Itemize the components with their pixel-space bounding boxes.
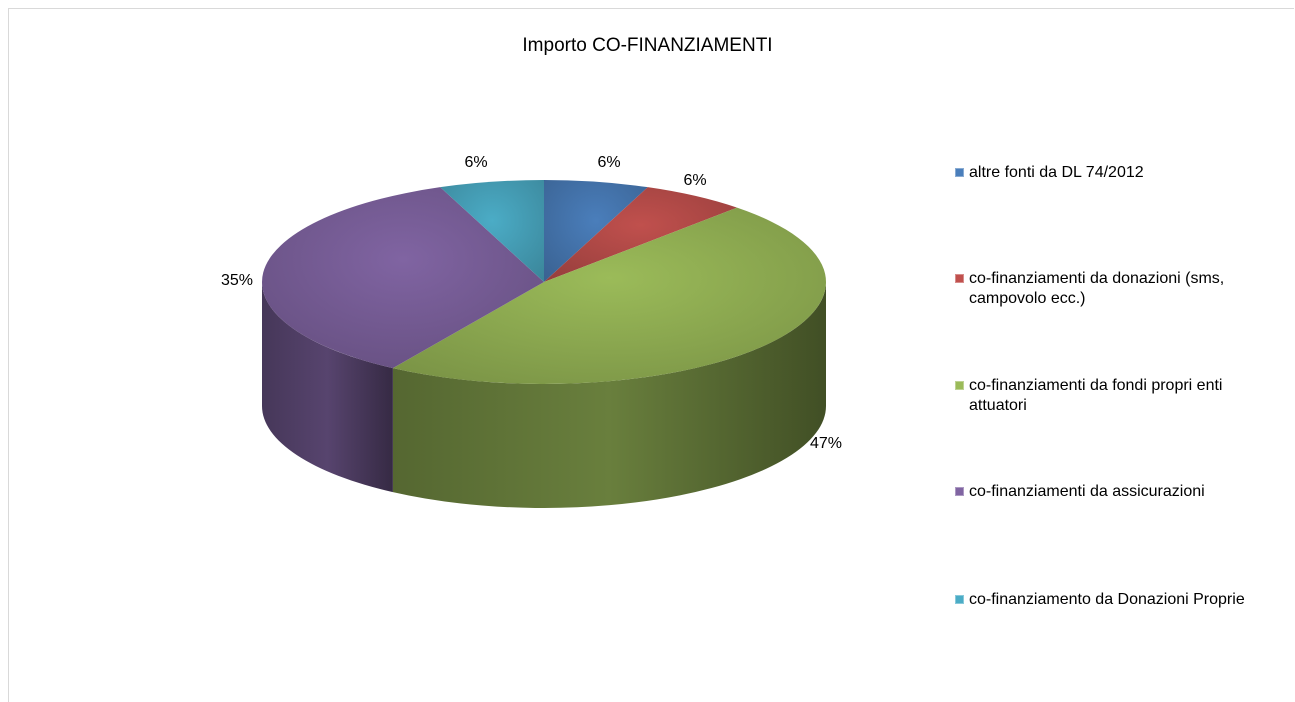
chart-title: Importo CO-FINANZIAMENTI — [522, 35, 773, 56]
legend-item: co-finanziamenti da fondi propri enti at… — [955, 376, 1285, 416]
data-label-3: 35% — [221, 272, 253, 289]
legend-label: altre fonti da DL 74/2012 — [969, 164, 1144, 181]
legend-label: co-finanziamento da Donazioni Proprie — [969, 591, 1245, 608]
legend-label: co-finanziamenti da assicurazioni — [969, 483, 1205, 500]
pie-side-3 — [262, 282, 393, 493]
data-label-4: 6% — [464, 154, 487, 171]
legend-swatch — [955, 381, 964, 390]
legend-item: co-finanziamenti da assicurazioni — [955, 482, 1285, 502]
pie-slice-4 — [440, 180, 544, 282]
pie-side-2 — [392, 282, 826, 509]
legend-item: co-finanziamenti da donazioni (sms, camp… — [955, 269, 1285, 309]
data-label-1: 6% — [683, 172, 706, 189]
legend-swatch — [955, 274, 964, 283]
data-label-0: 6% — [597, 154, 620, 171]
legend-label: co-finanziamenti da donazioni (sms, camp… — [969, 270, 1225, 307]
data-label-2: 47% — [810, 435, 842, 452]
pie-slice-2 — [392, 207, 827, 385]
pie-slice-0 — [544, 180, 648, 282]
legend-item: co-finanziamento da Donazioni Proprie — [955, 590, 1285, 610]
pie-slice-3 — [261, 187, 544, 369]
legend-swatch — [955, 168, 964, 177]
chart-area — [8, 8, 1294, 702]
pie-slice-1 — [544, 187, 738, 282]
legend-label: co-finanziamenti da fondi propri enti at… — [969, 377, 1223, 414]
legend-swatch — [955, 595, 964, 604]
legend-item: altre fonti da DL 74/2012 — [955, 163, 1285, 183]
legend-swatch — [955, 487, 964, 496]
